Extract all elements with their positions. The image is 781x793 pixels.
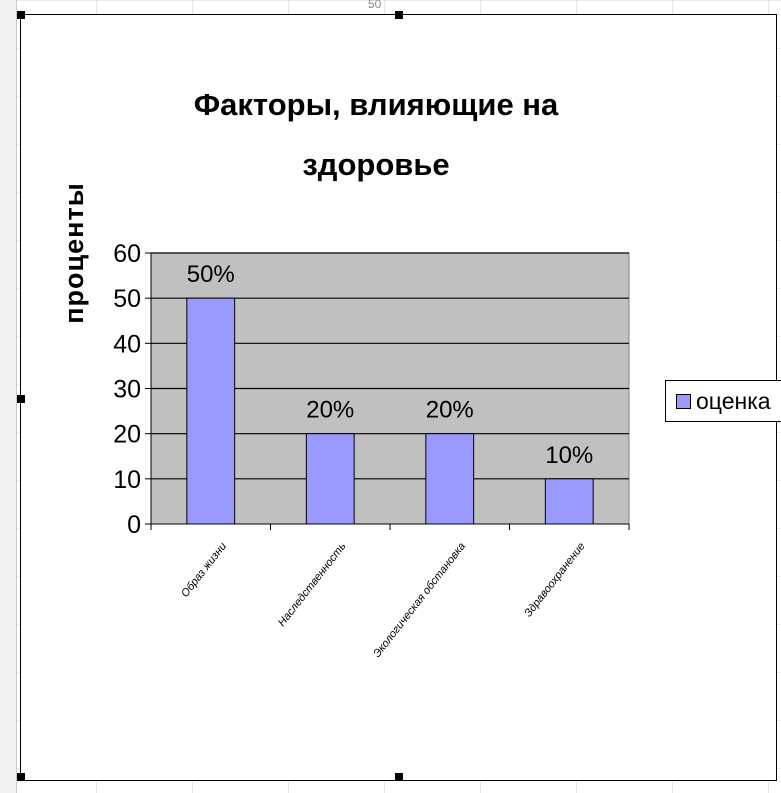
x-tick-label: Экологическая обстановка (371, 540, 468, 659)
y-tick-label: 30 (113, 376, 141, 404)
bar[interactable] (425, 433, 475, 525)
y-tick-label: 40 (113, 330, 141, 358)
chart-title[interactable]: Факторы, влияющие на здоровье (171, 75, 581, 195)
chart-area[interactable]: Факторы, влияющие на здоровье проценты 0… (17, 11, 781, 781)
selection-handle-bottom-center[interactable] (395, 773, 403, 781)
y-tick-label: 10 (113, 466, 141, 494)
legend-swatch (676, 393, 691, 409)
data-label: 20% (306, 397, 354, 424)
y-tick-label: 50 (113, 285, 141, 313)
bar[interactable] (186, 297, 236, 525)
spreadsheet-cell-text: 50 (368, 0, 382, 11)
data-label: 50% (187, 261, 235, 288)
y-tick-label: 20 (113, 421, 141, 449)
y-axis-title[interactable]: проценты (59, 182, 89, 324)
selection-handle-top-left[interactable] (17, 11, 25, 19)
chart-title-line-2: здоровье (302, 147, 450, 182)
legend-series-label: оценка (696, 387, 771, 414)
bar[interactable] (544, 478, 594, 525)
x-tick-label: Здравоохранение (522, 540, 587, 619)
legend[interactable]: оценка (665, 380, 781, 422)
y-tick-label: 0 (127, 511, 141, 539)
x-tick-label: Образ жизни (179, 540, 229, 599)
plot-area[interactable] (150, 252, 630, 525)
x-tick-label: Наследственность (276, 540, 349, 629)
data-label: 20% (426, 397, 474, 424)
y-tick-label: 60 (113, 240, 141, 268)
chart-title-line-1: Факторы, влияющие на (193, 87, 559, 122)
selection-handle-bottom-left[interactable] (17, 773, 25, 781)
data-label: 10% (545, 442, 593, 469)
selection-handle-middle-left[interactable] (17, 395, 25, 403)
spreadsheet-row-header-strip (0, 0, 17, 793)
bar[interactable] (305, 433, 355, 525)
selection-handle-top-center[interactable] (395, 11, 403, 19)
